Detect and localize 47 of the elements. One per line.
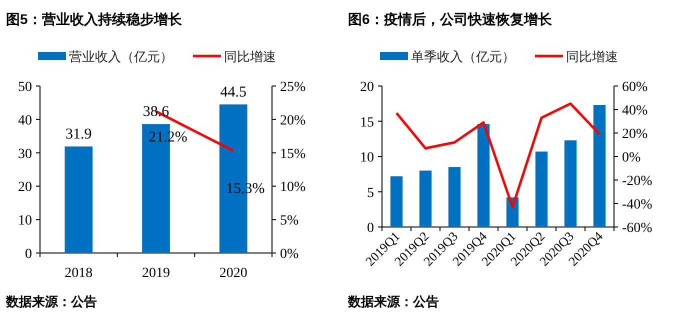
bar (448, 167, 461, 227)
legend-label: 同比增速 (224, 49, 276, 64)
line-series (395, 102, 601, 208)
x-tick-label: 2018 (64, 266, 93, 281)
y2-tick-label: 25% (280, 80, 306, 95)
y-tick-label: 10 (18, 214, 32, 229)
y-tick-label: 20 (18, 180, 32, 196)
bar (419, 170, 432, 227)
data-label: 31.9 (66, 126, 92, 142)
bar (477, 124, 490, 227)
y2-tick-label: 60% (622, 80, 648, 95)
y-tick-label: 0 (25, 247, 32, 262)
data-label: 44.5 (220, 84, 246, 100)
y2-tick-label: 20% (280, 113, 306, 128)
y-tick-label: 15 (360, 115, 374, 130)
y-tick-label: 30 (18, 146, 32, 162)
y2-tick-label: 10% (280, 180, 306, 196)
chart-title: 图5：营业收入持续稳步增长 (6, 11, 183, 27)
y-tick-label: 40 (18, 113, 32, 128)
bar (593, 105, 606, 227)
y2-tick-label: -40% (622, 198, 653, 212)
data-label: 38.6 (142, 104, 170, 120)
y2-tick-label: 0% (622, 150, 641, 166)
y2-tick-label: 5% (280, 214, 299, 229)
y-tick-label: 5 (367, 186, 374, 201)
y2-tick-label: 0% (280, 247, 299, 262)
y2-tick-label: -20% (622, 174, 653, 189)
legend-label: 单季收入（亿元） (411, 49, 515, 64)
y2-tick-label: 40% (622, 104, 648, 118)
legend-label: 同比增速 (566, 49, 618, 64)
y-tick-label: 10 (360, 150, 374, 166)
y2-tick-label: 20% (622, 127, 648, 142)
source-note: 数据来源：公告 (5, 294, 97, 309)
bar (64, 146, 93, 253)
bar (535, 152, 548, 227)
x-tick-label: 2020 (219, 266, 248, 281)
chart-title: 图6：疫情后，公司快速恢复增长 (348, 11, 553, 27)
y-tick-label: 0 (367, 221, 374, 236)
y2-tick-label: 15% (280, 146, 306, 162)
source-note: 数据来源：公告 (347, 294, 439, 309)
bar (390, 176, 403, 227)
y2-tick-label: -60% (622, 221, 653, 236)
y-tick-label: 20 (360, 80, 374, 95)
legend-label: 营业收入（亿元） (69, 49, 173, 64)
y-tick-label: 50 (18, 80, 32, 95)
bar (564, 140, 577, 227)
x-tick-label: 2019 (142, 266, 170, 281)
